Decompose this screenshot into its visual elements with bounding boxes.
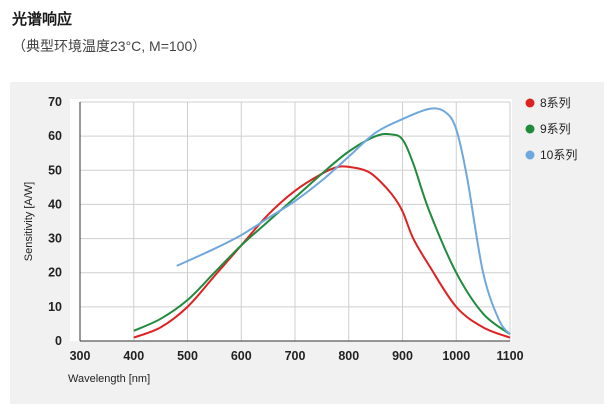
legend-marker xyxy=(525,98,535,108)
x-tick-label: 500 xyxy=(177,349,198,363)
spectral-response-chart: 300 400 500 600 700 800 900 1000 1100 0 10 20 30 40 50… xyxy=(23,95,577,385)
x-tick-label: 1100 xyxy=(496,349,523,363)
y-tick-label: 20 xyxy=(48,266,62,280)
y-tick-label: 0 xyxy=(55,334,62,348)
x-axis-label: Wavelength [nm] xyxy=(68,373,150,385)
x-tick-label: 900 xyxy=(392,349,413,363)
page-subtitle: （典型环境温度23°C, M=100） xyxy=(12,38,207,54)
series-lines xyxy=(133,107,511,339)
y-tick-label: 50 xyxy=(48,163,62,177)
grid-lines xyxy=(79,101,511,342)
plot-area xyxy=(70,99,512,341)
y-axis-label: Sensitivity [A/W] xyxy=(23,182,35,261)
x-tick-label: 600 xyxy=(231,349,252,363)
y-tick-label: 10 xyxy=(48,300,62,314)
x-tick-label: 800 xyxy=(338,349,359,363)
legend-marker xyxy=(525,150,535,160)
legend-label: 8系列 xyxy=(540,96,571,110)
legend-marker xyxy=(525,124,535,134)
series-line xyxy=(133,132,511,335)
legend-label: 9系列 xyxy=(540,122,571,136)
axes xyxy=(79,102,510,342)
y-tick-label: 70 xyxy=(48,95,62,109)
tick-labels: 300 400 500 600 700 800 900 1000 1100 0 10 20 30 40 50… xyxy=(48,95,524,363)
y-tick-label: 60 xyxy=(48,129,62,143)
legend-label: 10系列 xyxy=(540,148,577,162)
x-tick-label: 300 xyxy=(70,349,91,363)
chart-panel: 300 400 500 600 700 800 900 1000 1100 0 10 20 30 40 50… xyxy=(10,82,604,404)
y-tick-label: 30 xyxy=(48,232,62,246)
series-line xyxy=(176,107,511,335)
series-line xyxy=(133,165,511,339)
page-title: 光谱响应 xyxy=(12,11,73,28)
x-tick-label: 1000 xyxy=(442,349,470,363)
x-tick-label: 400 xyxy=(123,349,144,363)
y-tick-label: 40 xyxy=(48,197,62,211)
x-tick-label: 700 xyxy=(285,349,306,363)
legend: 8系列 9系列 10系列 xyxy=(525,96,577,162)
